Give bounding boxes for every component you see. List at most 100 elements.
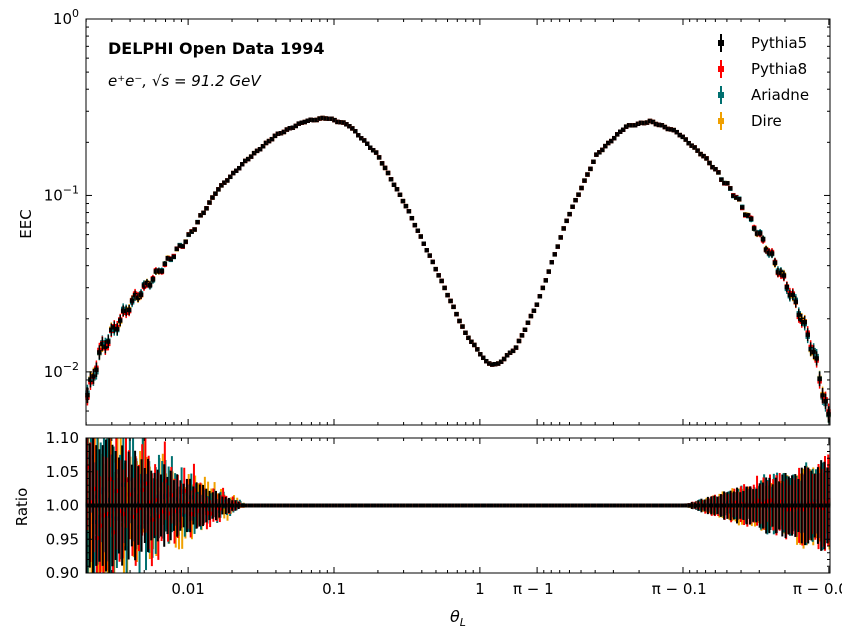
eec-marker-pythia5 bbox=[597, 150, 602, 155]
eec-point-201 bbox=[683, 137, 688, 142]
ratio-point-58 bbox=[273, 503, 278, 508]
ratio-point-189 bbox=[697, 499, 702, 511]
ratio-marker-pythia5 bbox=[671, 503, 676, 508]
eec-marker-pythia5 bbox=[656, 122, 662, 128]
ratio-marker-pythia5 bbox=[483, 503, 488, 508]
ratio-point-72 bbox=[318, 503, 323, 508]
ratio-point-35 bbox=[198, 482, 203, 531]
ratio-point-129 bbox=[502, 503, 507, 508]
eec-point-124 bbox=[454, 311, 459, 317]
eec-point-90 bbox=[353, 129, 358, 134]
ratio-marker-pythia5 bbox=[774, 503, 779, 508]
ratio-marker-pythia5 bbox=[583, 503, 588, 508]
eec-point-107 bbox=[403, 203, 409, 209]
eec-marker-pythia5 bbox=[180, 244, 185, 249]
ratio-marker-pythia5 bbox=[124, 503, 129, 508]
eec-marker-pythia5 bbox=[418, 234, 423, 239]
ratio-marker-pythia5 bbox=[645, 503, 650, 508]
ratio-marker-pythia5 bbox=[710, 503, 715, 508]
eec-point-119 bbox=[439, 278, 444, 284]
eec-marker-pythia5 bbox=[769, 251, 775, 256]
ratio-marker-pythia5 bbox=[473, 503, 478, 508]
main-y-tick-label: 10−2 bbox=[44, 360, 79, 381]
ratio-point-210 bbox=[765, 477, 770, 535]
eec-marker-pythia5 bbox=[272, 133, 278, 139]
ratio-point-25 bbox=[166, 466, 171, 544]
eec-point-87 bbox=[344, 122, 349, 127]
eec-marker-pythia5 bbox=[248, 154, 254, 159]
eec-point-95 bbox=[368, 145, 373, 150]
eec-point-194 bbox=[662, 124, 668, 130]
ratio-point-128 bbox=[499, 503, 504, 508]
ratio-point-106 bbox=[428, 503, 433, 508]
eec-marker-pythia5 bbox=[356, 133, 361, 138]
legend-marker bbox=[718, 118, 724, 124]
ratio-marker-pythia5 bbox=[130, 503, 135, 508]
eec-point-125 bbox=[457, 318, 462, 324]
ratio-point-90 bbox=[376, 503, 381, 508]
ratio-marker-pythia5 bbox=[422, 503, 427, 508]
ratio-marker-pythia5 bbox=[480, 503, 485, 508]
eec-point-46 bbox=[222, 180, 227, 185]
eec-point-81 bbox=[326, 116, 331, 121]
eec-point-104 bbox=[394, 187, 400, 192]
ratio-marker-pythia5 bbox=[612, 503, 617, 508]
ratio-marker-pythia5 bbox=[140, 503, 145, 508]
eec-point-122 bbox=[448, 298, 453, 304]
eec-marker-pythia5 bbox=[805, 332, 810, 337]
eec-marker-pythia5 bbox=[638, 120, 644, 126]
ratio-point-108 bbox=[434, 503, 439, 508]
ratio-marker-pythia5 bbox=[554, 503, 559, 508]
ratio-point-103 bbox=[418, 503, 423, 508]
ratio-marker-pythia5 bbox=[114, 503, 119, 508]
ratio-marker-pythia5 bbox=[596, 503, 601, 508]
eec-marker-pythia5 bbox=[469, 339, 474, 344]
ratio-marker-pythia5 bbox=[192, 503, 197, 508]
eec-marker-pythia5 bbox=[299, 120, 304, 125]
ratio-marker-pythia5 bbox=[308, 503, 313, 508]
eec-point-142 bbox=[507, 350, 513, 355]
eec-marker-pythia5 bbox=[424, 248, 429, 253]
ratio-point-79 bbox=[341, 503, 346, 508]
eec-point-237 bbox=[790, 288, 796, 302]
ratio-marker-pythia5 bbox=[282, 503, 287, 508]
ratio-marker-pythia5 bbox=[457, 503, 462, 508]
ratio-point-220 bbox=[797, 467, 802, 545]
eec-marker-pythia5 bbox=[433, 266, 438, 272]
ratio-point-76 bbox=[331, 503, 336, 508]
eec-marker-pythia5 bbox=[600, 147, 605, 153]
ratio-point-163 bbox=[612, 503, 617, 508]
eec-point-4 bbox=[97, 342, 102, 361]
eec-marker-pythia5 bbox=[293, 123, 298, 129]
ratio-point-217 bbox=[787, 476, 792, 536]
ratio-point-123 bbox=[483, 503, 488, 508]
eec-marker-pythia5 bbox=[281, 129, 287, 135]
eec-marker-pythia5 bbox=[201, 210, 206, 216]
ratio-marker-pythia5 bbox=[797, 503, 802, 508]
ratio-marker-pythia5 bbox=[344, 503, 349, 508]
ratio-point-101 bbox=[412, 503, 417, 508]
eec-marker-pythia5 bbox=[528, 313, 534, 319]
eec-marker-pythia5 bbox=[406, 209, 412, 214]
ratio-point-81 bbox=[347, 503, 352, 508]
ratio-marker-pythia5 bbox=[493, 503, 498, 508]
eec-marker-pythia5 bbox=[382, 165, 388, 171]
ratio-marker-pythia5 bbox=[616, 503, 621, 508]
ratio-marker-pythia5 bbox=[765, 503, 770, 508]
ratio-marker-pythia5 bbox=[820, 503, 825, 508]
ratio-point-161 bbox=[606, 503, 611, 508]
eec-marker-pythia5 bbox=[311, 117, 316, 123]
ratio-marker-pythia5 bbox=[567, 503, 572, 508]
eec-point-172 bbox=[597, 150, 602, 155]
ratio-point-200 bbox=[732, 488, 737, 522]
ratio-marker-pythia5 bbox=[331, 503, 336, 508]
ratio-point-201 bbox=[735, 487, 740, 526]
ratio-marker-pythia5 bbox=[632, 503, 637, 508]
ratio-point-145 bbox=[554, 503, 559, 508]
ratio-point-173 bbox=[645, 503, 650, 508]
ratio-marker-pythia5 bbox=[247, 503, 252, 508]
ratio-marker-pythia5 bbox=[185, 503, 190, 508]
ratio-marker-pythia5 bbox=[506, 503, 511, 508]
legend-entry-pythia5: Pythia5 bbox=[718, 34, 807, 52]
main-plot-frame bbox=[85, 18, 831, 426]
